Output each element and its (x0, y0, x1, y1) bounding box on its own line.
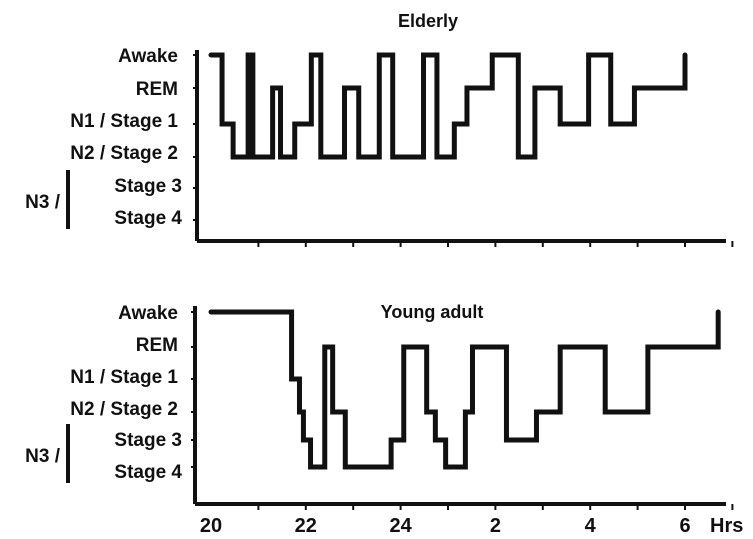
y-label-n2-stage-2: N2 / Stage 2 (70, 143, 178, 164)
panel-elderly: Awake REM N1 / Stage 1 N2 / Stage 2 Stage 3 S… (25, 46, 734, 247)
y-label-rem: REM (136, 335, 178, 356)
y-label-stage-3: Stage 3 (114, 176, 182, 197)
panel-young-adult: Awake REM N1 / Stage 1 N2 / Stage 2 Stage 3 S… (25, 303, 743, 537)
x-tick-label: 22 (295, 515, 317, 537)
x-tick-label: 20 (200, 515, 222, 537)
y-label-stage-3: Stage 3 (114, 430, 182, 451)
y-label-n2-stage-2: N2 / Stage 2 (70, 399, 178, 420)
hypnogram-line-young-adult (208, 309, 721, 470)
x-tick-label: 2 (490, 515, 501, 537)
y-label-stage-4: Stage 4 (114, 462, 182, 483)
hypnogram-line-elderly (208, 52, 688, 160)
y-label-awake: Awake (118, 46, 178, 67)
y-label-stage-4: Stage 4 (114, 208, 182, 229)
y-label-n1-stage-1: N1 / Stage 1 (70, 111, 178, 132)
chart-title-elderly: Elderly (398, 11, 458, 31)
chart-title-young-adult: Young adult (381, 302, 484, 322)
y-label-awake: Awake (118, 303, 178, 324)
y-label-rem: REM (136, 79, 178, 100)
x-axis-label: Hrs (710, 515, 743, 537)
x-tick-label: 24 (389, 515, 412, 537)
x-tick-label: 4 (585, 515, 597, 537)
y-label-n3: N3 / (25, 192, 61, 213)
x-tick-label: 6 (679, 515, 690, 537)
y-label-n1-stage-1: N1 / Stage 1 (70, 367, 178, 388)
y-label-n3: N3 / (25, 446, 61, 467)
